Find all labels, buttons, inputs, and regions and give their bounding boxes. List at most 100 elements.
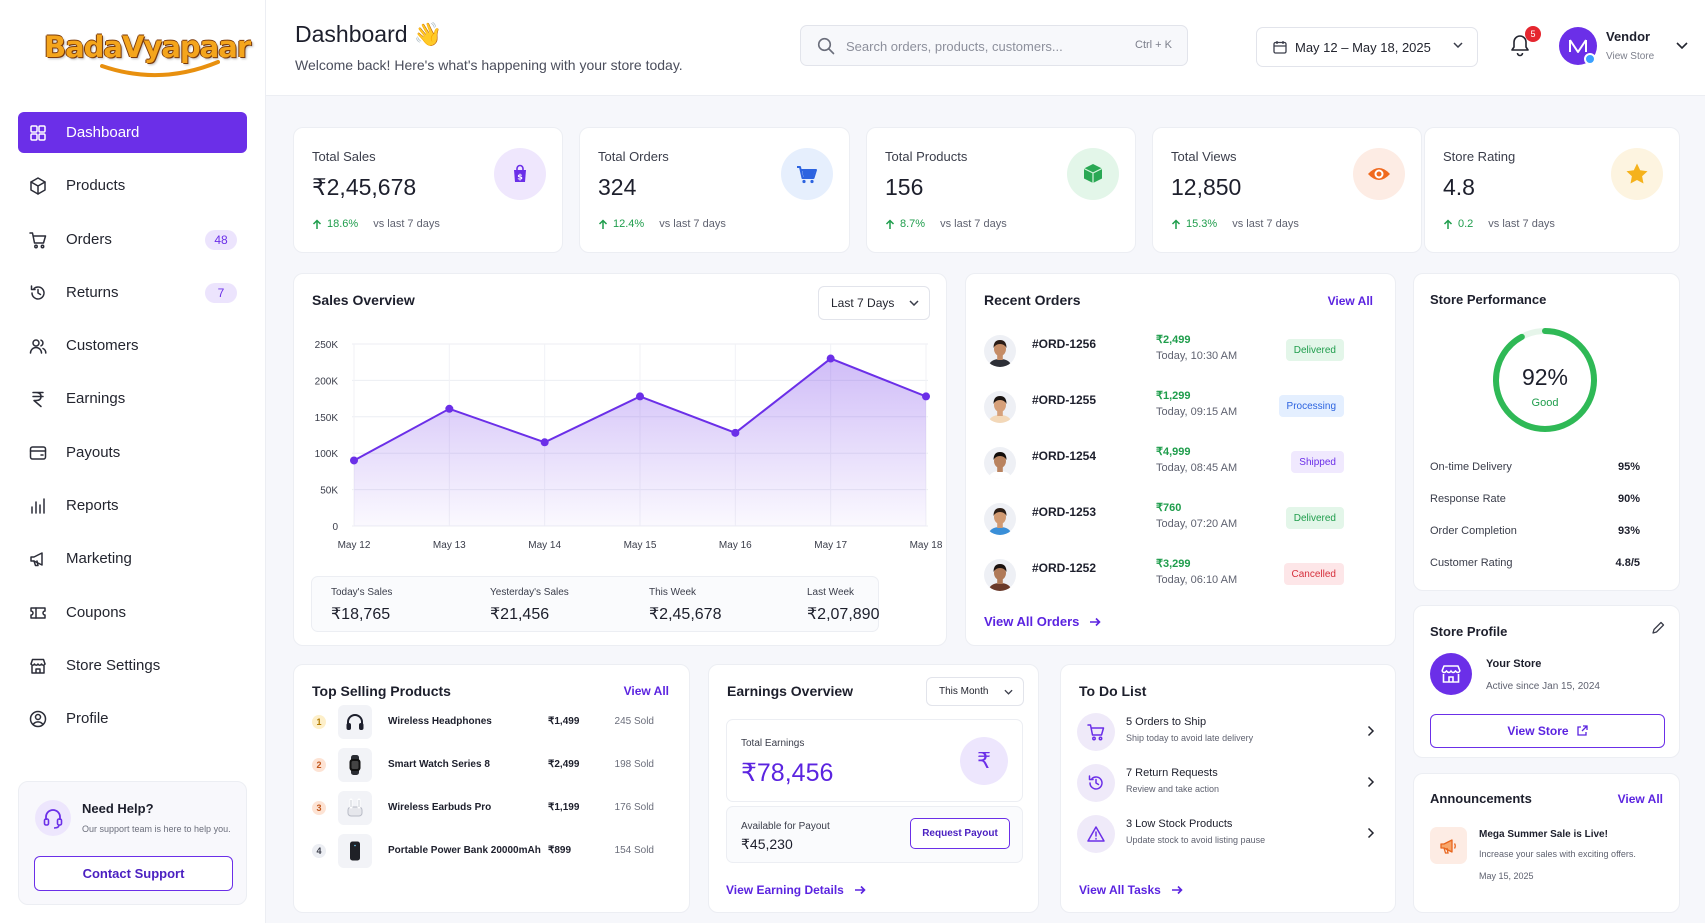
star-icon	[1611, 148, 1663, 200]
powerbank-icon	[338, 834, 372, 868]
total-earnings-label: Total Earnings	[741, 738, 805, 749]
sidebar-item-payouts[interactable]: Payouts	[18, 432, 247, 473]
order-id[interactable]: #ORD-1256	[1032, 337, 1097, 351]
chevron-right-icon	[1367, 725, 1375, 737]
sidebar-item-returns[interactable]: Returns 7	[18, 272, 247, 313]
sidebar-item-label: Store Settings	[66, 656, 161, 674]
date-range-picker[interactable]: May 12 – May 18, 2025	[1256, 27, 1478, 67]
stat-card-total-sales[interactable]: Total Sales ₹2,45,678 18.6% vs last 7 da…	[293, 127, 563, 253]
announcements-view-all-link[interactable]: View All	[1617, 792, 1663, 806]
payout-value: ₹45,230	[741, 836, 793, 852]
customer-avatar	[984, 559, 1016, 591]
chevron-right-icon	[1367, 776, 1375, 788]
sidebar-item-earnings[interactable]: Earnings	[18, 378, 247, 419]
performance-metric-row: Order Completion 93%	[1430, 525, 1640, 537]
arrow-up-icon	[312, 218, 322, 229]
summary-value: ₹2,45,678	[649, 606, 722, 623]
todo-item-title: 7 Return Requests	[1126, 767, 1218, 779]
product-row[interactable]: 3 Wireless Earbuds Pro ₹1,199 176 Sold	[312, 791, 654, 827]
stat-trend: 15.3% vs last 7 days	[1171, 218, 1299, 230]
chevron-down-icon[interactable]	[1676, 42, 1688, 49]
total-earnings-box: Total Earnings ₹78,456 ₹	[726, 719, 1023, 802]
view-store-link[interactable]: View Store	[1606, 51, 1655, 62]
sidebar-item-marketing[interactable]: Marketing	[18, 538, 247, 579]
order-row[interactable]: #ORD-1253 ₹760 Today, 07:20 AM Delivered	[984, 501, 1344, 541]
stat-card-store-rating[interactable]: Store Rating 4.8 0.2 vs last 7 days	[1424, 127, 1680, 253]
product-row[interactable]: 2 Smart Watch Series 8 ₹2,499 198 Sold	[312, 748, 654, 784]
stat-trend: 8.7% vs last 7 days	[885, 218, 1007, 230]
top-products-view-all-link[interactable]: View All	[623, 684, 669, 698]
order-row[interactable]: #ORD-1255 ₹1,299 Today, 09:15 AM Process…	[984, 389, 1344, 429]
bell-icon[interactable]	[1509, 33, 1531, 57]
recent-orders-view-all-link[interactable]: View All	[1327, 294, 1373, 308]
order-id[interactable]: #ORD-1253	[1032, 505, 1097, 519]
order-id[interactable]: #ORD-1255	[1032, 393, 1097, 407]
stat-label: Total Views	[1171, 149, 1237, 164]
sales-point	[445, 404, 454, 413]
ticket-icon	[28, 603, 48, 623]
order-row[interactable]: #ORD-1254 ₹4,999 Today, 08:45 AM Shipped	[984, 445, 1344, 485]
stat-label: Total Products	[885, 149, 968, 164]
todo-item[interactable]: 7 Return Requests Review and take action	[1077, 763, 1379, 803]
chevron-down-icon	[909, 300, 919, 306]
recent-orders-title: Recent Orders	[984, 292, 1081, 308]
todo-list-card: To Do List 5 Orders to Ship Ship today t…	[1060, 664, 1396, 913]
view-earning-details-link[interactable]: View Earning Details	[726, 883, 866, 897]
order-amount: ₹3,299	[1156, 558, 1191, 570]
order-amount: ₹4,999	[1156, 446, 1191, 458]
product-price: ₹899	[548, 845, 572, 856]
order-row[interactable]: #ORD-1252 ₹3,299 Today, 06:10 AM Cancell…	[984, 557, 1344, 597]
sidebar-item-products[interactable]: Products	[18, 165, 247, 206]
product-row[interactable]: 1 Wireless Headphones ₹1,499 245 Sold	[312, 705, 654, 741]
order-row[interactable]: #ORD-1256 ₹2,499 Today, 10:30 AM Deliver…	[984, 333, 1344, 373]
announcements-title: Announcements	[1430, 791, 1532, 806]
order-amount: ₹2,499	[1156, 334, 1191, 346]
warning-icon	[1077, 815, 1115, 853]
grid-icon	[28, 123, 48, 143]
edit-pencil-icon[interactable]	[1651, 621, 1665, 635]
search-bar[interactable]: Ctrl + K	[800, 25, 1188, 66]
metric-label: Response Rate	[1430, 493, 1506, 505]
view-store-button[interactable]: View Store	[1430, 714, 1665, 748]
announcement-title[interactable]: Mega Summer Sale is Live!	[1479, 829, 1608, 840]
rank-badge: 1	[312, 715, 326, 729]
sidebar-item-label: Marketing	[66, 550, 132, 568]
search-shortcut: Ctrl + K	[1135, 39, 1172, 51]
sidebar-item-store-settings[interactable]: Store Settings	[18, 645, 247, 686]
sidebar-item-customers[interactable]: Customers	[18, 325, 247, 366]
sidebar-item-badge: 48	[205, 229, 237, 250]
sidebar-item-coupons[interactable]: Coupons	[18, 592, 247, 633]
order-id[interactable]: #ORD-1254	[1032, 449, 1097, 463]
product-row[interactable]: 4 Portable Power Bank 20000mAh ₹899 154 …	[312, 834, 654, 870]
product-name: Portable Power Bank 20000mAh	[388, 845, 541, 856]
brand-logo[interactable]: BadaVyapaar	[40, 16, 251, 78]
stat-trend-value: 8.7%	[900, 218, 926, 230]
summary-this-week: This Week ₹2,45,678	[649, 587, 721, 624]
store-icon	[28, 656, 48, 676]
rupee-icon	[28, 389, 48, 409]
todo-item[interactable]: 3 Low Stock Products Update stock to avo…	[1077, 814, 1379, 854]
vendor-name[interactable]: Vendor	[1606, 29, 1651, 44]
stat-card-total-orders[interactable]: Total Orders 324 12.4% vs last 7 days	[579, 127, 850, 253]
sales-range-select[interactable]: Last 7 Days	[818, 286, 930, 320]
view-all-orders-link[interactable]: View All Orders	[984, 614, 1102, 629]
metric-value: 93%	[1617, 525, 1640, 537]
logo-text: BadaVyapaar	[44, 30, 251, 64]
sidebar-item-reports[interactable]: Reports	[18, 485, 247, 526]
x-tick-label: May 14	[528, 540, 561, 551]
stat-card-total-products[interactable]: Total Products 156 8.7% vs last 7 days	[866, 127, 1136, 253]
earnings-period-select[interactable]: This Month	[926, 677, 1024, 706]
rank-badge: 3	[312, 801, 326, 815]
stat-card-total-views[interactable]: Total Views 12,850 15.3% vs last 7 days	[1152, 127, 1422, 253]
sidebar-item-orders[interactable]: Orders 48	[18, 219, 247, 260]
contact-support-button[interactable]: Contact Support	[34, 856, 233, 891]
todo-item[interactable]: 5 Orders to Ship Ship today to avoid lat…	[1077, 712, 1379, 752]
order-id[interactable]: #ORD-1252	[1032, 561, 1097, 575]
request-payout-button[interactable]: Request Payout	[910, 818, 1010, 849]
customer-avatar	[984, 447, 1016, 479]
sidebar-item-profile[interactable]: Profile	[18, 698, 247, 739]
product-sold: 245 Sold	[614, 716, 654, 727]
view-all-tasks-link[interactable]: View All Tasks	[1079, 883, 1183, 897]
sidebar-item-dashboard[interactable]: Dashboard	[18, 112, 247, 153]
search-input[interactable]	[846, 35, 1136, 57]
